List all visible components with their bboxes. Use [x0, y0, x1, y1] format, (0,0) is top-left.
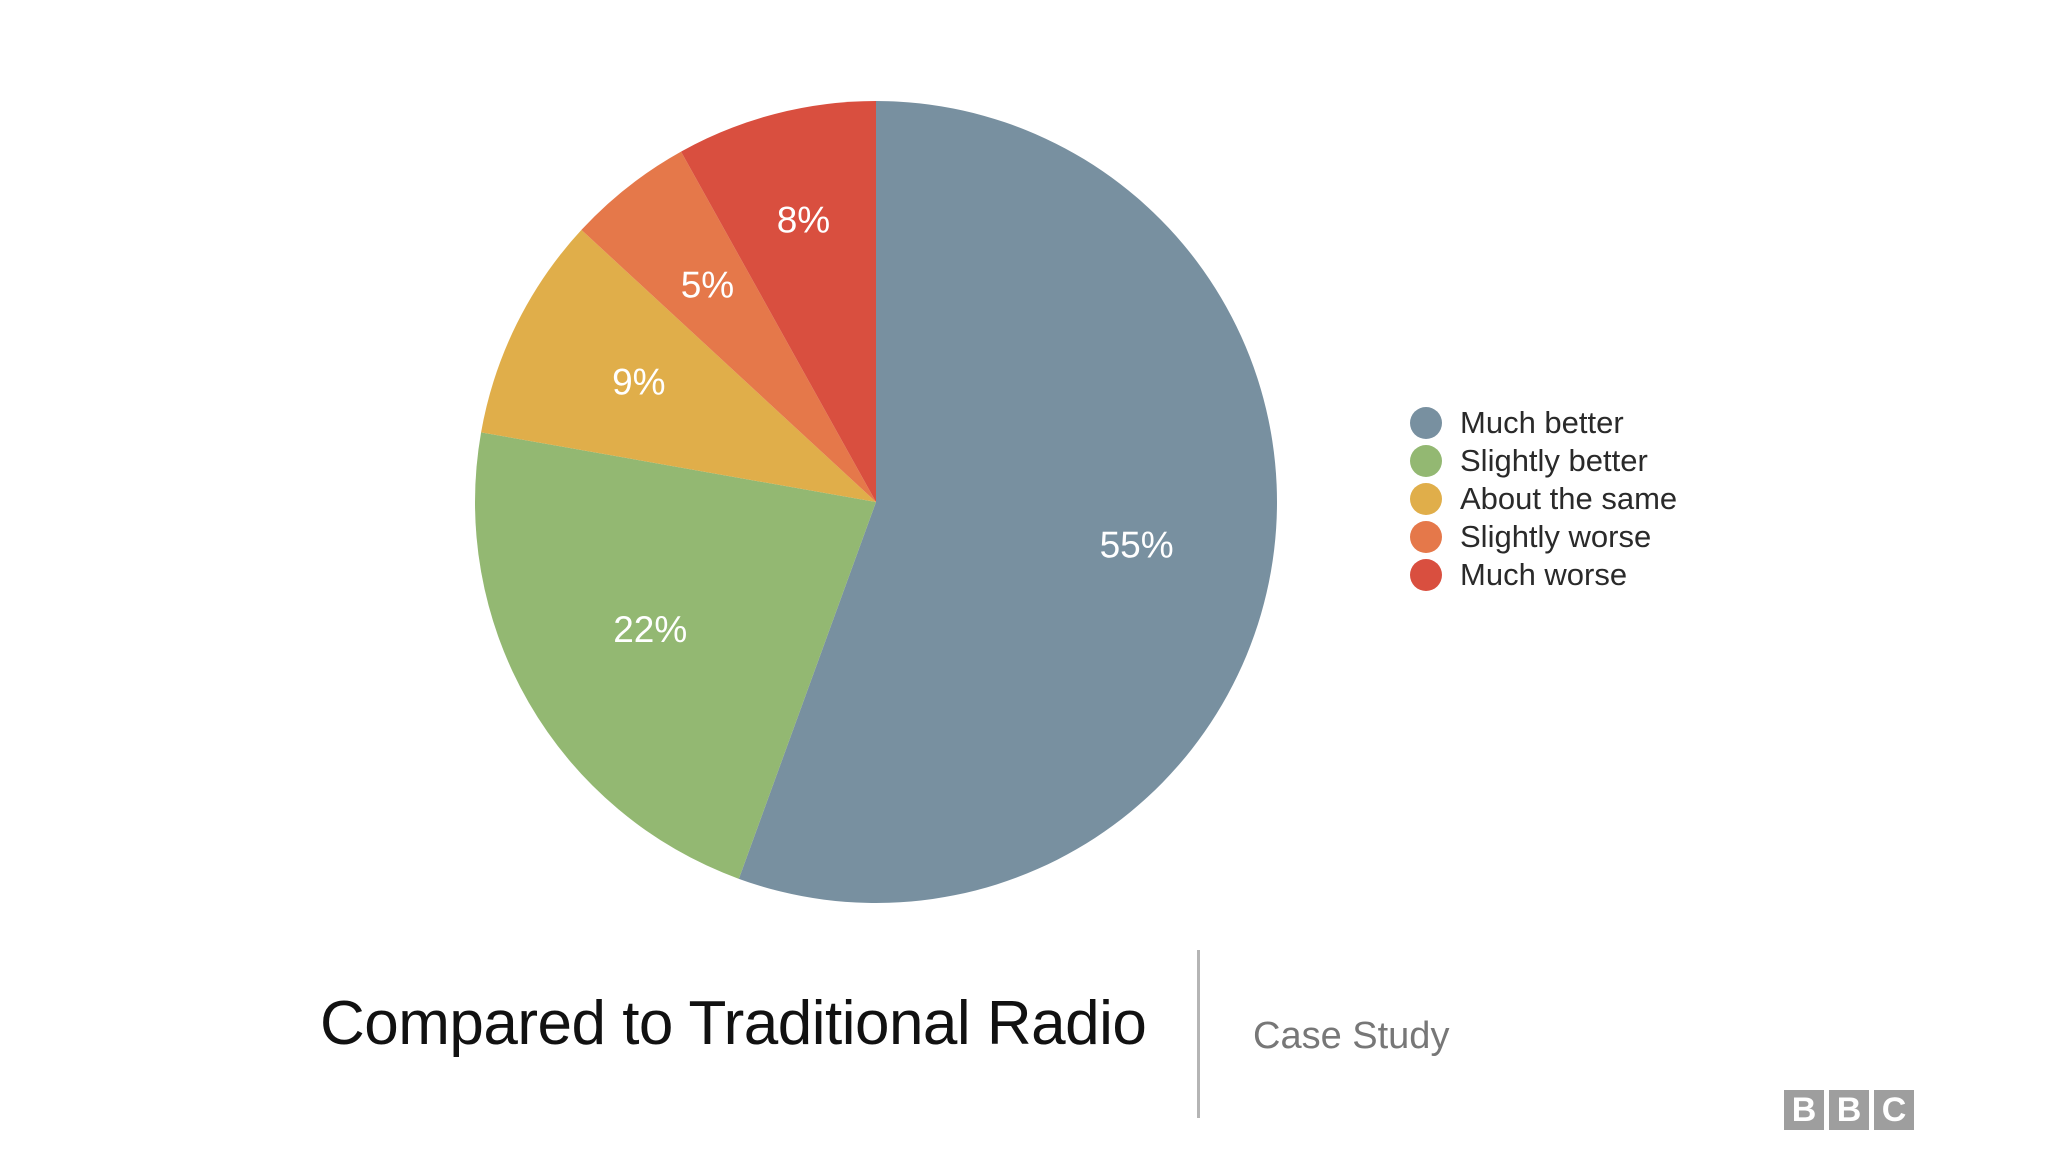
slice-label-much-better: 55%: [1100, 525, 1174, 566]
legend-item-slightly-worse: Slightly worse: [1410, 518, 1677, 556]
slide-title: Compared to Traditional Radio: [320, 989, 1147, 1058]
chart-legend: Much better Slightly better About the same…: [1410, 404, 1677, 594]
legend-label: Slightly better: [1460, 443, 1648, 478]
legend-label: Much better: [1460, 405, 1624, 440]
legend-label: Much worse: [1460, 557, 1628, 592]
slice-label-slightly-better: 22%: [613, 609, 687, 650]
legend-item-much-worse: Much worse: [1410, 556, 1677, 594]
pie-slices: [474, 101, 1277, 903]
legend-label: About the same: [1460, 481, 1678, 516]
logo-block-2: B: [1829, 1090, 1869, 1130]
legend-swatch: [1410, 521, 1442, 553]
legend-swatch: [1410, 407, 1442, 439]
logo-block-1: B: [1784, 1090, 1824, 1130]
pie-slice-labels: 55% 22% 9% 5% 8%: [612, 199, 1174, 650]
legend-swatch: [1410, 445, 1442, 477]
legend-item-about-the-same: About the same: [1410, 480, 1677, 518]
legend-item-much-better: Much better: [1410, 404, 1677, 442]
logo-block-3: C: [1874, 1090, 1914, 1130]
pie-slice-slightly-worse: [581, 151, 876, 502]
pie-slice-about-the-same: [481, 229, 876, 502]
bbc-logo: B B C: [1784, 1090, 1919, 1130]
title-divider: [1197, 950, 1200, 1118]
pie-slice-much-worse: [681, 101, 876, 502]
legend-item-slightly-better: Slightly better: [1410, 442, 1677, 480]
legend-swatch: [1410, 559, 1442, 591]
slice-label-slightly-worse: 5%: [681, 264, 734, 305]
legend-label: Slightly worse: [1460, 519, 1652, 554]
pie-slice-slightly-better: [474, 432, 876, 879]
slice-label-about-the-same: 9%: [612, 361, 665, 402]
slice-label-much-worse: 8%: [777, 199, 830, 240]
slide-subtitle: Case Study: [1253, 1015, 1450, 1057]
pie-slice-much-better: [738, 101, 1277, 903]
legend-swatch: [1410, 483, 1442, 515]
